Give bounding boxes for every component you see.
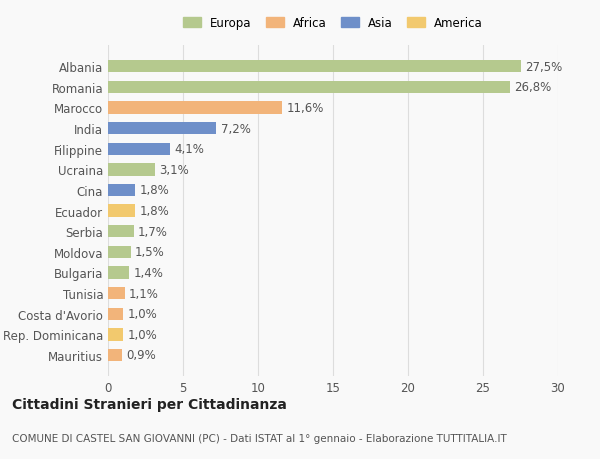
Text: 11,6%: 11,6% xyxy=(287,102,324,115)
Text: 4,1%: 4,1% xyxy=(174,143,204,156)
Text: 0,9%: 0,9% xyxy=(126,349,156,362)
Text: 3,1%: 3,1% xyxy=(159,163,189,176)
Text: COMUNE DI CASTEL SAN GIOVANNI (PC) - Dati ISTAT al 1° gennaio - Elaborazione TUT: COMUNE DI CASTEL SAN GIOVANNI (PC) - Dat… xyxy=(12,433,507,442)
Text: 1,1%: 1,1% xyxy=(129,287,159,300)
Bar xyxy=(108,82,510,94)
Text: 27,5%: 27,5% xyxy=(525,61,562,73)
Text: 1,0%: 1,0% xyxy=(128,328,157,341)
Bar xyxy=(108,308,123,320)
Text: 1,0%: 1,0% xyxy=(128,308,157,320)
Text: 1,7%: 1,7% xyxy=(138,225,168,238)
Text: 26,8%: 26,8% xyxy=(515,81,552,94)
Bar xyxy=(108,329,123,341)
Text: 7,2%: 7,2% xyxy=(221,123,250,135)
Text: 1,8%: 1,8% xyxy=(139,184,169,197)
Bar xyxy=(108,267,129,279)
Bar xyxy=(108,123,216,135)
Legend: Europa, Africa, Asia, America: Europa, Africa, Asia, America xyxy=(179,13,487,34)
Bar xyxy=(108,205,135,217)
Bar xyxy=(108,102,282,114)
Bar xyxy=(108,349,121,361)
Bar xyxy=(108,287,125,300)
Text: 1,5%: 1,5% xyxy=(135,246,165,259)
Bar xyxy=(108,225,133,238)
Text: 1,8%: 1,8% xyxy=(139,205,169,218)
Text: 1,4%: 1,4% xyxy=(133,266,163,280)
Bar xyxy=(108,143,170,156)
Text: Cittadini Stranieri per Cittadinanza: Cittadini Stranieri per Cittadinanza xyxy=(12,397,287,412)
Bar xyxy=(108,246,131,258)
Bar xyxy=(108,164,155,176)
Bar xyxy=(108,185,135,197)
Bar xyxy=(108,61,521,73)
